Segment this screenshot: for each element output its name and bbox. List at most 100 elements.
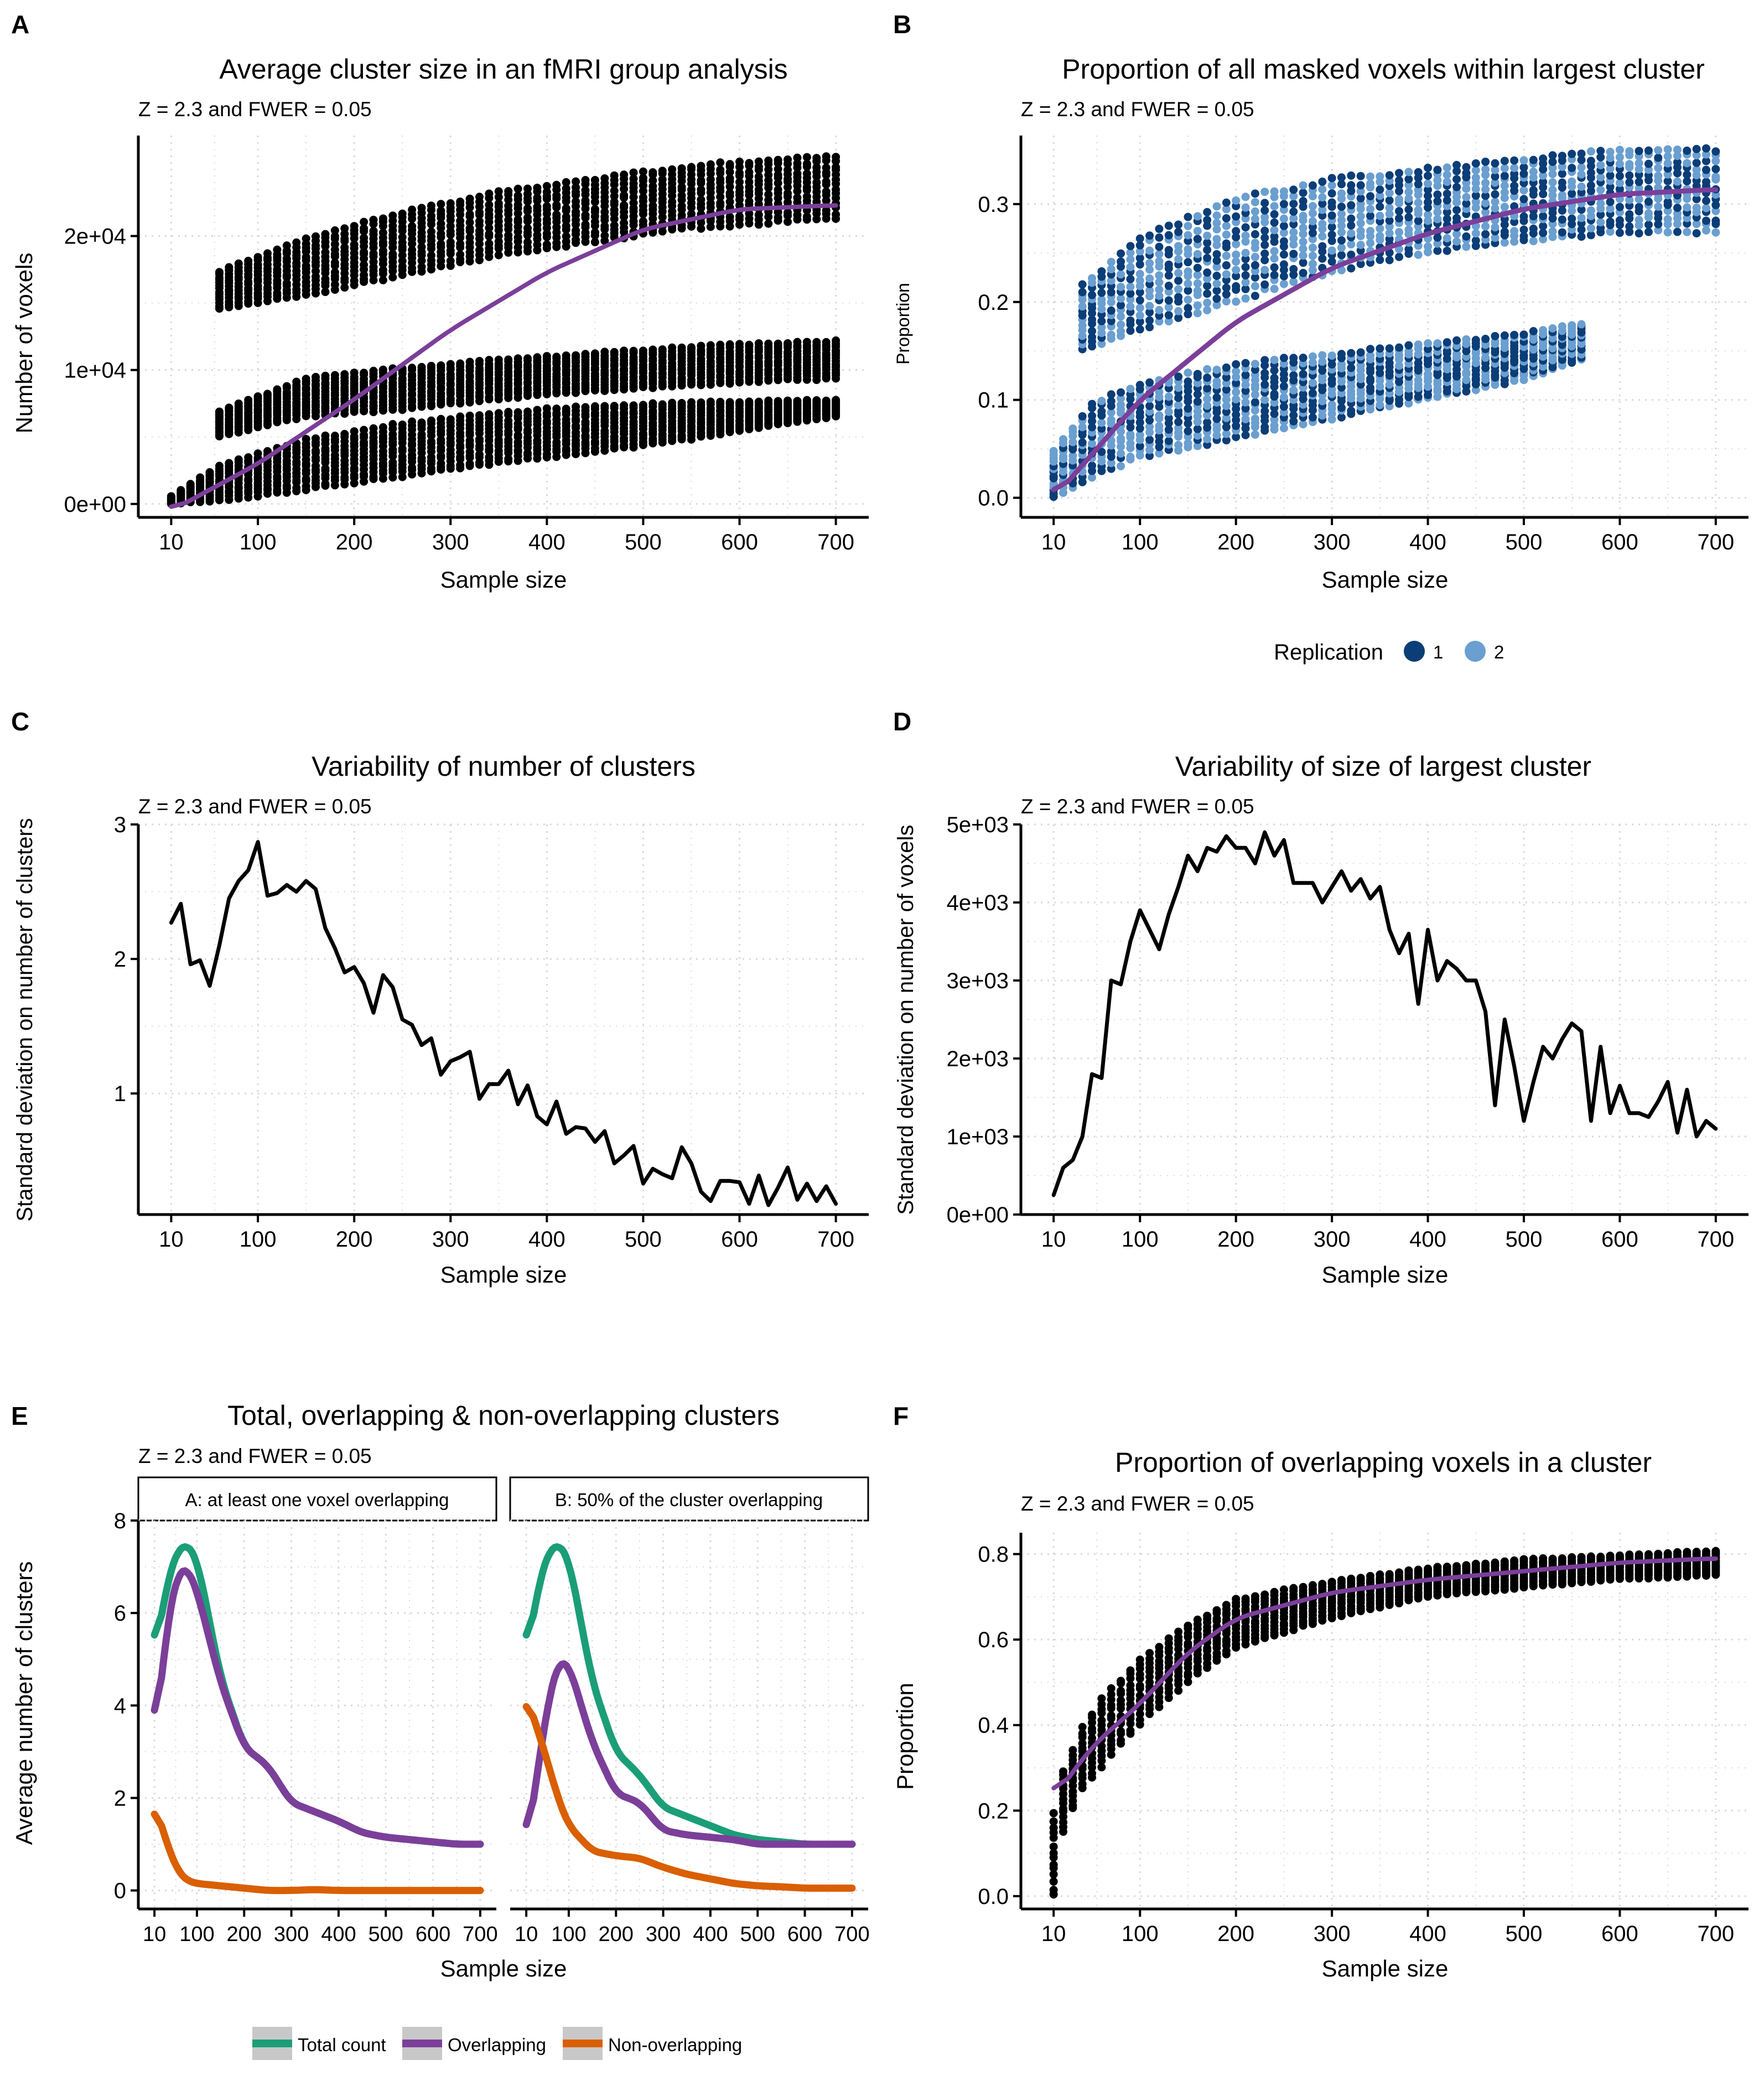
data-point: [572, 197, 580, 206]
data-point: [802, 159, 811, 168]
data-point: [1203, 282, 1212, 290]
data-point: [697, 185, 705, 194]
x-tick-label: 600: [1601, 1227, 1638, 1252]
data-point: [369, 366, 378, 375]
data-point: [1500, 238, 1509, 247]
data-point: [1203, 216, 1212, 225]
y-tick-label: 8: [114, 1509, 126, 1533]
data-point: [1376, 224, 1384, 233]
data-point: [1318, 254, 1327, 263]
data-point: [1270, 284, 1279, 293]
data-point: [590, 349, 599, 358]
data-point: [1385, 204, 1394, 212]
data-point: [1260, 206, 1269, 215]
data-point: [832, 163, 841, 172]
data-point: [437, 414, 445, 423]
data-point: [1270, 263, 1279, 272]
panel-letter: C: [11, 707, 29, 736]
x-tick-label: 300: [432, 530, 469, 554]
data-point: [600, 347, 609, 356]
data-point: [1376, 344, 1384, 353]
data-point: [1184, 369, 1192, 377]
data-point: [253, 449, 262, 458]
data-point: [1596, 185, 1605, 194]
x-tick-label: 700: [1697, 530, 1734, 554]
data-point: [1635, 215, 1643, 224]
data-point: [408, 364, 417, 372]
data-point: [1452, 206, 1461, 215]
data-point: [1078, 1722, 1087, 1731]
y-tick-label: 0.4: [978, 1714, 1009, 1738]
data-point: [572, 177, 580, 186]
data-point: [1683, 170, 1692, 179]
data-point: [533, 406, 542, 414]
data-point: [1279, 200, 1288, 209]
data-point: [427, 416, 435, 425]
data-point: [302, 375, 310, 383]
data-point: [1126, 430, 1135, 439]
data-point: [1155, 233, 1164, 242]
x-tick-label: 700: [817, 1227, 854, 1252]
x-axis-title: Sample size: [1322, 567, 1449, 593]
data-point: [1433, 246, 1442, 255]
data-point: [677, 183, 686, 191]
data-point: [697, 162, 705, 170]
data-point: [1711, 164, 1720, 173]
data-point: [1299, 354, 1308, 362]
x-tick-label: 500: [369, 1923, 403, 1946]
data-point: [1462, 163, 1471, 172]
data-point: [1174, 293, 1183, 302]
data-point: [1347, 229, 1356, 238]
data-point: [1337, 350, 1346, 359]
data-point: [1251, 238, 1259, 247]
data-point: [1414, 251, 1423, 260]
data-point: [1673, 146, 1682, 154]
data-point: [1481, 199, 1490, 207]
data-point: [1155, 250, 1164, 258]
data-point: [1222, 251, 1231, 260]
data-point: [1251, 398, 1259, 407]
data-point: [1289, 354, 1298, 362]
data-point: [1471, 173, 1480, 182]
data-point: [610, 221, 619, 230]
data-point: [542, 352, 551, 361]
data-point: [1145, 316, 1154, 325]
data-point: [1155, 257, 1164, 266]
data-point: [1443, 246, 1451, 255]
data-point: [427, 251, 435, 260]
data-point: [1241, 263, 1250, 272]
data-point: [446, 199, 455, 208]
data-point: [485, 239, 494, 248]
data-point: [1692, 158, 1701, 167]
data-point: [1117, 320, 1125, 329]
data-point: [725, 398, 734, 407]
data-point: [1193, 226, 1202, 235]
data-point: [1404, 225, 1413, 234]
data-point: [1327, 198, 1336, 207]
data-point: [581, 176, 590, 185]
data-point: [1212, 377, 1221, 386]
data-point: [1174, 268, 1183, 277]
y-tick-label: 0e+00: [947, 1203, 1009, 1227]
data-point: [1510, 181, 1519, 190]
data-point: [1049, 1809, 1058, 1818]
data-point: [378, 229, 387, 237]
data-point: [1548, 324, 1557, 333]
data-point: [1606, 217, 1615, 226]
data-point: [1327, 230, 1336, 239]
data-point: [1107, 306, 1116, 315]
data-point: [350, 369, 359, 377]
data-point: [1519, 156, 1528, 165]
x-tick-label: 300: [1314, 530, 1351, 554]
data-point: [1203, 395, 1212, 403]
data-point: [1155, 411, 1164, 420]
data-point: [1577, 182, 1586, 191]
data-point: [504, 187, 513, 196]
data-point: [1625, 160, 1634, 169]
data-point: [774, 397, 782, 406]
data-point: [1049, 1842, 1058, 1851]
data-point: [716, 397, 725, 406]
data-point: [1289, 199, 1298, 208]
data-point: [1299, 237, 1308, 246]
data-point: [1318, 351, 1327, 360]
